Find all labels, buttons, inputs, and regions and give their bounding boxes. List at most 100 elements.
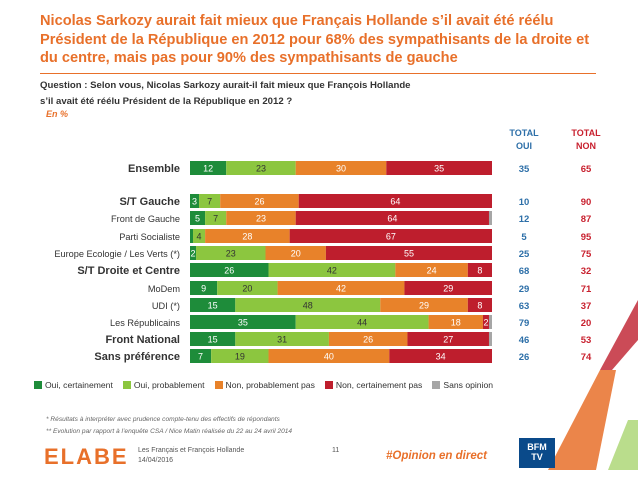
total-non-header: TOTAL NON — [562, 127, 610, 153]
bar-segment-oui-probablement-s-t-droite-et-centre — [268, 263, 396, 277]
total-oui-header: TOTAL OUI — [500, 127, 548, 153]
bar-value-label-non-certainement-pas-ensemble: 35 — [434, 164, 444, 174]
total-oui-value-ensemble: 35 — [519, 164, 530, 175]
total-oui-header-line2: OUI — [515, 141, 532, 151]
bar-value-label-oui-probablement-sans-preference: 19 — [235, 352, 245, 362]
bar-value-label-non-probablement-pas-les-republicains: 18 — [451, 318, 461, 328]
bar-value-label-oui-probablement-front-national: 31 — [277, 335, 287, 345]
survey-question: Question : Selon vous, Nicolas Sarkozy a… — [40, 78, 460, 109]
bar-segment-non-probablement-pas-les-republicains — [428, 315, 483, 329]
study-info: Les Français et François Hollande 14/04/… — [138, 446, 244, 466]
bar-value-label-oui-probablement-parti-socialiste: 4 — [197, 232, 202, 242]
bar-value-label-non-certainement-pas-front-de-gauche: 64 — [387, 214, 397, 224]
bar-value-label-non-certainement-pas-parti-socialiste: 67 — [386, 232, 396, 242]
bar-value-label-oui-probablement-les-republicains: 44 — [357, 318, 367, 328]
total-oui-value-front-national: 46 — [519, 335, 530, 346]
total-non-value-les-republicains: 20 — [581, 318, 592, 329]
legend-label-sans-opinion: Sans opinion — [443, 380, 494, 390]
legend-item-non-probablement: Non, probablement pas — [214, 380, 315, 390]
legend-label-non-certainement: Non, certainement pas — [335, 380, 423, 390]
bar-segment-oui-certainement-udi — [190, 298, 236, 312]
bar-value-label-oui-certainement-sans-preference: 7 — [198, 352, 203, 362]
bar-segment-non-certainement-pas-front-de-gauche — [295, 211, 489, 225]
total-oui-value-les-republicains: 79 — [519, 318, 530, 329]
chart-legend: Oui, certainement Oui, probablement Non,… — [34, 380, 493, 390]
total-non-value-s-t-gauche: 90 — [581, 197, 592, 208]
bar-segment-non-probablement-pas-s-t-droite-et-centre — [395, 263, 468, 277]
bar-segment-oui-probablement-ensemble — [226, 161, 296, 175]
bar-segment-non-certainement-pas-ensemble — [386, 161, 492, 175]
legend-label-oui-certainement: Oui, certainement — [45, 380, 113, 390]
bfmtv-logo-line1: BFM — [527, 442, 547, 452]
legend-swatch-non-probablement — [214, 381, 223, 389]
bar-segment-sans-opinion-les-republicains — [488, 315, 492, 329]
total-oui-header-line1: TOTAL — [509, 128, 539, 138]
total-oui-value-europe-ecologie-les-verts: 25 — [519, 249, 530, 260]
bar-segment-oui-certainement-front-de-gauche — [190, 211, 206, 225]
bar-segment-non-certainement-pas-s-t-gauche — [298, 194, 492, 208]
bar-segment-oui-certainement-front-national — [190, 332, 236, 346]
hashtag: #Opinion en direct — [386, 450, 487, 462]
bar-value-label-oui-probablement-s-t-droite-et-centre: 42 — [327, 266, 337, 276]
legend-label-non-probablement: Non, probablement pas — [225, 380, 315, 390]
bar-segment-oui-certainement-sans-preference — [190, 349, 212, 363]
total-non-value-modem: 71 — [581, 284, 592, 295]
total-oui-value-front-de-gauche: 12 — [519, 214, 530, 225]
bar-value-label-non-probablement-pas-s-t-gauche: 26 — [254, 197, 264, 207]
bar-value-label-non-probablement-pas-sans-preference: 40 — [324, 352, 334, 362]
bar-segment-oui-certainement-europe-ecologie-les-verts — [190, 246, 197, 260]
bar-value-label-non-certainement-pas-front-national: 27 — [443, 335, 453, 345]
bar-value-label-oui-certainement-modem: 9 — [201, 284, 206, 294]
bar-segment-oui-probablement-sans-preference — [211, 349, 269, 363]
bar-value-label-oui-certainement-les-republicains: 35 — [238, 318, 248, 328]
category-label-front-national: Front National — [105, 334, 180, 346]
legend-swatch-sans-opinion — [432, 381, 441, 389]
bar-value-label-oui-probablement-front-de-gauche: 7 — [213, 214, 218, 224]
category-label-s-t-droite-et-centre: S/T Droite et Centre — [77, 265, 180, 277]
bar-value-label-non-probablement-pas-udi: 29 — [419, 301, 429, 311]
title-divider — [40, 73, 596, 74]
bar-segment-oui-probablement-udi — [235, 298, 381, 312]
bar-segment-non-certainement-pas-front-national — [407, 332, 489, 346]
question-line-2: s’il avait été réélu Président de la Rép… — [40, 95, 293, 107]
bar-value-label-non-probablement-pas-modem: 42 — [336, 284, 346, 294]
bar-value-label-non-certainement-pas-s-t-droite-et-centre: 8 — [477, 266, 482, 276]
bar-segment-non-probablement-pas-front-de-gauche — [226, 211, 296, 225]
bar-segment-oui-probablement-front-de-gauche — [205, 211, 227, 225]
legend-item-oui-probablement: Oui, probablement — [122, 380, 205, 390]
bar-segment-oui-certainement-parti-socialiste — [190, 229, 194, 243]
stacked-bar-chart: Ensemble 12 23 30 35 35 65S/T Gauche 3 7 26 64 10 90… — [54, 161, 592, 363]
bar-segment-non-probablement-pas-s-t-gauche — [220, 194, 299, 208]
total-non-value-sans-preference: 74 — [581, 352, 592, 363]
bar-segment-non-probablement-pas-front-national — [328, 332, 408, 346]
bar-segment-non-certainement-pas-modem — [404, 281, 492, 295]
study-date: 14/04/2016 — [138, 457, 174, 464]
total-oui-value-modem: 29 — [519, 284, 530, 295]
page-number: 11 — [332, 447, 340, 454]
total-oui-value-parti-socialiste: 5 — [521, 232, 527, 243]
legend-item-sans-opinion: Sans opinion — [432, 380, 493, 390]
bar-value-label-oui-certainement-ensemble: 12 — [203, 164, 213, 174]
bar-segment-non-certainement-pas-udi — [467, 298, 492, 312]
total-non-value-front-national: 53 — [581, 335, 592, 346]
bar-value-label-non-certainement-pas-modem: 29 — [443, 284, 453, 294]
bar-value-label-non-probablement-pas-ensemble: 30 — [336, 164, 346, 174]
bar-value-label-oui-probablement-ensemble: 23 — [256, 164, 266, 174]
bar-value-label-oui-certainement-front-national: 15 — [208, 335, 218, 345]
bar-value-label-oui-probablement-s-t-gauche: 7 — [207, 197, 212, 207]
total-oui-value-sans-preference: 26 — [519, 352, 530, 363]
bar-value-label-non-certainement-pas-s-t-gauche: 64 — [390, 197, 400, 207]
bar-segment-non-probablement-pas-europe-ecologie-les-verts — [265, 246, 326, 260]
total-non-value-front-de-gauche: 87 — [581, 214, 592, 225]
bar-value-label-non-certainement-pas-les-republicains: 2 — [483, 318, 488, 328]
bar-segment-oui-certainement-s-t-droite-et-centre — [190, 263, 269, 277]
legend-label-oui-probablement: Oui, probablement — [133, 380, 205, 390]
bar-value-label-oui-certainement-s-t-droite-et-centre: 26 — [224, 266, 234, 276]
bar-segment-non-certainement-pas-europe-ecologie-les-verts — [325, 246, 492, 260]
question-line-1: Question : Selon vous, Nicolas Sarkozy a… — [40, 80, 411, 91]
total-non-value-udi: 37 — [581, 301, 592, 312]
bar-value-label-non-probablement-pas-front-de-gauche: 23 — [256, 214, 266, 224]
category-label-front-de-gauche: Front de Gauche — [111, 214, 180, 224]
study-title: Les Français et François Hollande — [138, 447, 245, 454]
